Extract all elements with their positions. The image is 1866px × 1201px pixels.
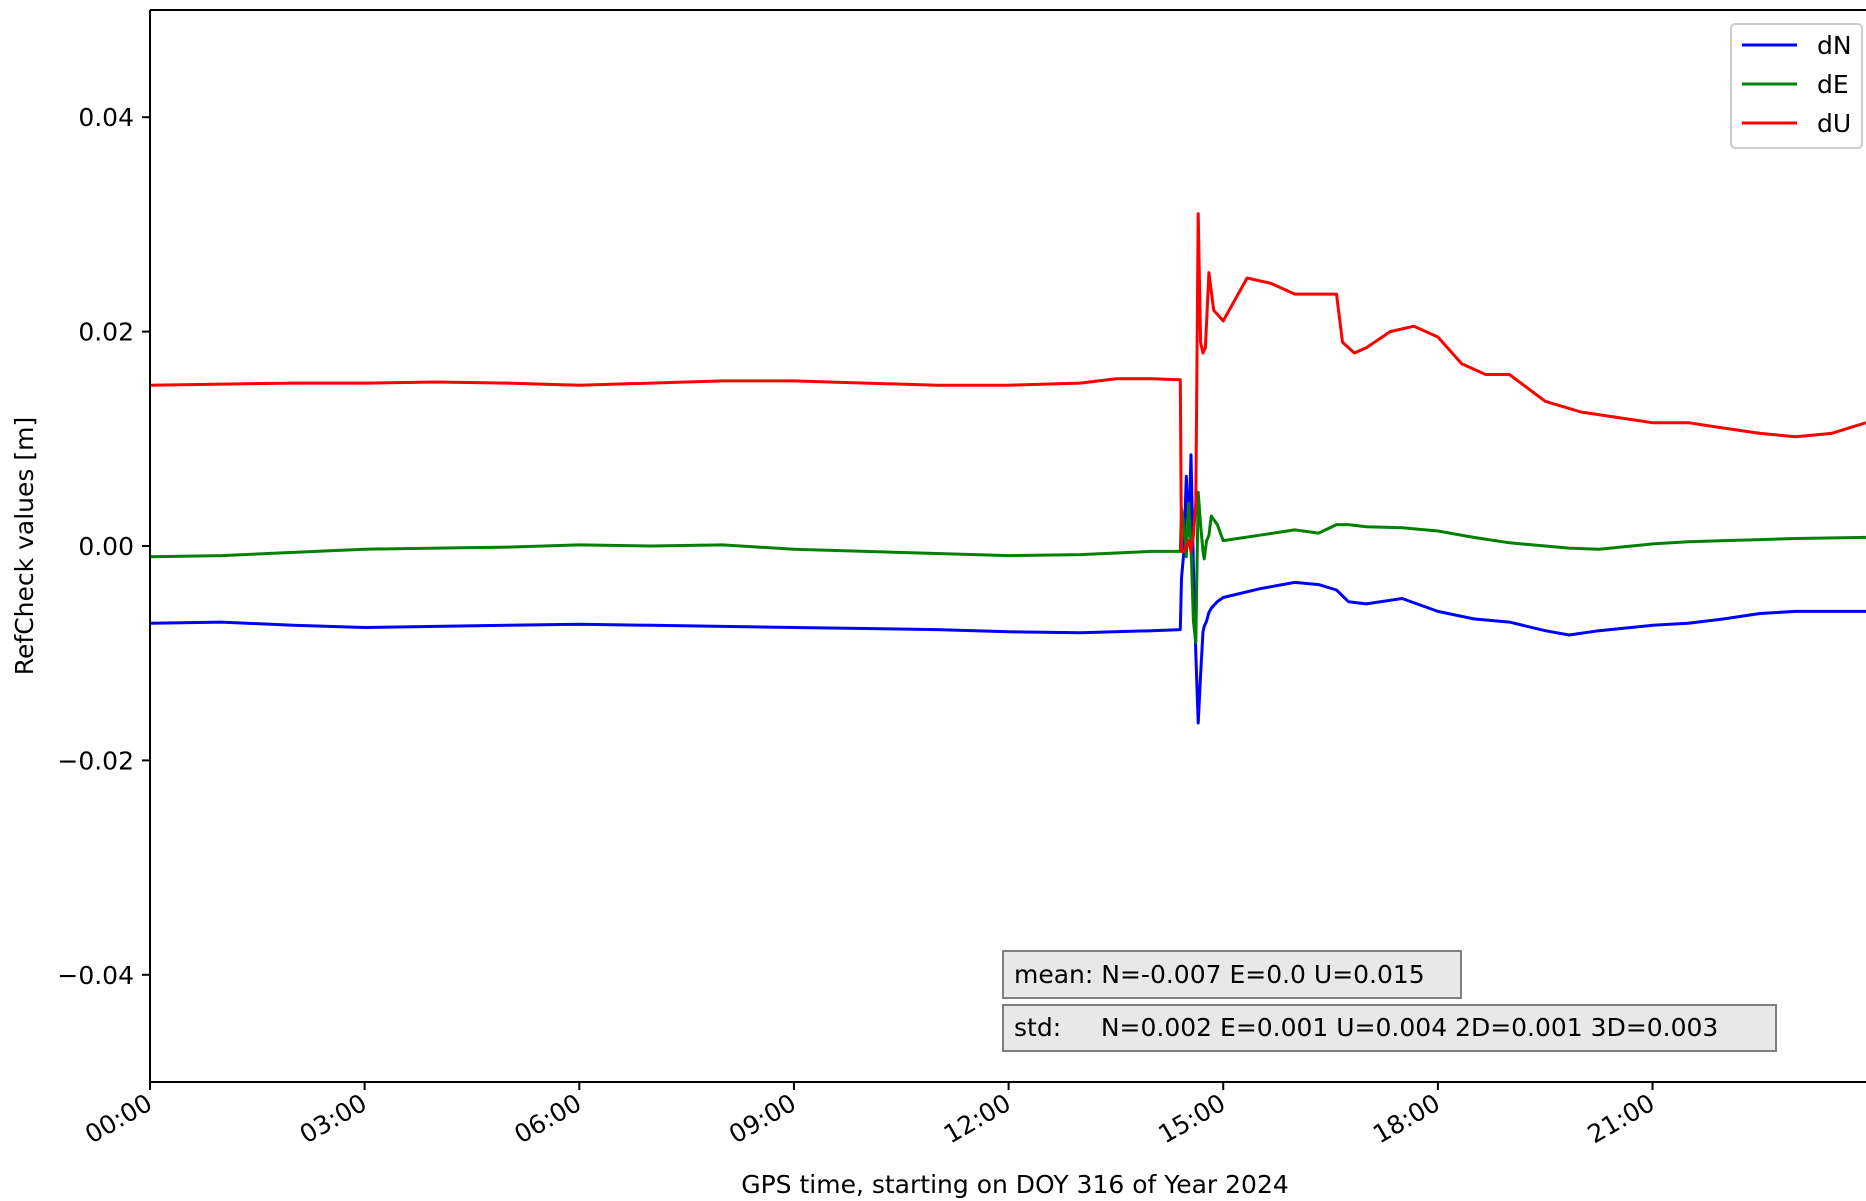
series-line-dU: [149, 212, 1866, 553]
legend: dN dE dU: [1730, 23, 1863, 149]
series-line-dN: [149, 453, 1866, 725]
legend-label-dU: dU: [1817, 109, 1851, 138]
y-tick-label: 0.02: [78, 318, 134, 347]
y-tick-label: −0.04: [57, 961, 134, 990]
mean-annotation-text: mean: N=-0.007 E=0.0 U=0.015: [1014, 960, 1425, 989]
y-axis-label: RefCheck values [m]: [10, 417, 39, 675]
x-ticks: 00:00 03:00 06:00 09:00 12:00 15:00 18:00 21:00: [80, 1082, 1660, 1149]
legend-label-dE: dE: [1817, 70, 1849, 99]
y-tick-label: 0.04: [78, 103, 134, 132]
x-tick-label: 03:00: [295, 1088, 372, 1149]
std-annotation: std: N=0.002 E=0.001 U=0.004 2D=0.001 3D…: [1002, 1004, 1777, 1052]
x-axis-label: GPS time, starting on DOY 316 of Year 20…: [741, 1170, 1289, 1199]
y-tick-label: 0.00: [78, 532, 134, 561]
std-annotation-text: std: N=0.002 E=0.001 U=0.004 2D=0.001 3D…: [1014, 1013, 1718, 1042]
std-annotation-box: [1002, 1004, 1777, 1052]
series-line-dE: [149, 490, 1866, 644]
x-tick-label: 21:00: [1583, 1088, 1660, 1149]
mean-annotation-box: [1002, 950, 1462, 999]
y-tick-label: −0.02: [57, 746, 134, 775]
y-ticks: 0.04 0.02 0.00 −0.02 −0.04: [57, 103, 150, 990]
legend-box: [1730, 23, 1863, 149]
mean-annotation: mean: N=-0.007 E=0.0 U=0.015: [1002, 950, 1462, 999]
x-tick-label: 00:00: [80, 1088, 157, 1149]
x-tick-label: 18:00: [1368, 1088, 1445, 1149]
plot-background: [150, 10, 1866, 1082]
x-tick-label: 15:00: [1153, 1088, 1230, 1149]
x-tick-label: 06:00: [509, 1088, 586, 1149]
legend-label-dN: dN: [1817, 31, 1852, 60]
series-layer: [149, 212, 1866, 725]
x-tick-label: 09:00: [724, 1088, 801, 1149]
x-tick-label: 12:00: [939, 1088, 1016, 1149]
